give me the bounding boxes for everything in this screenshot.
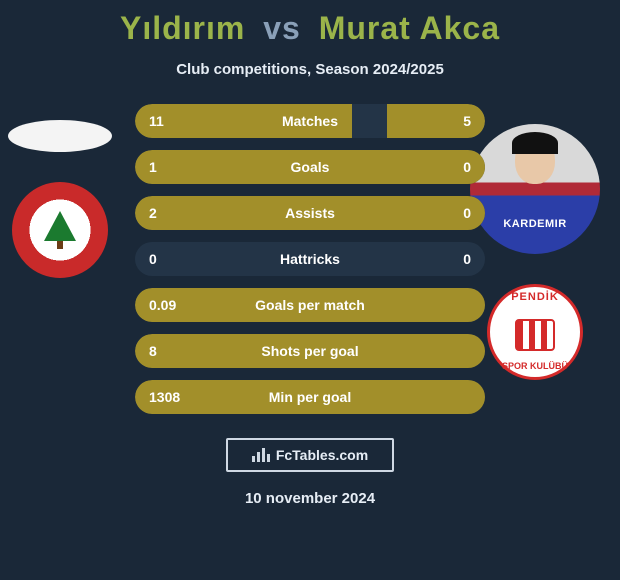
brand-text: FcTables.com: [276, 447, 368, 463]
player1-photo-placeholder: [8, 120, 112, 152]
stat-bar-left: [135, 104, 352, 138]
player2-club-badge: PENDİK SPOR KULÜBÜ: [487, 284, 583, 380]
bars-icon: [252, 448, 270, 462]
tree-trunk-icon: [57, 241, 63, 249]
stat-value-left: 2: [149, 196, 157, 230]
stats-list: 115Matches10Goals20Assists00Hattricks0.0…: [135, 104, 485, 414]
stat-bar-left: [135, 196, 485, 230]
stat-bar-left: [135, 150, 485, 184]
stat-value-right: 0: [463, 242, 471, 276]
player1-club-badge: [12, 182, 108, 278]
stat-row: 1308Min per goal: [135, 380, 485, 414]
club2-name-bottom: SPOR KULÜBÜ: [502, 361, 568, 371]
player2-photo: KARDEMIR: [470, 124, 600, 254]
right-column: KARDEMIR PENDİK SPOR KULÜBÜ: [470, 124, 600, 380]
stat-row: 0.09Goals per match: [135, 288, 485, 322]
title-vs: vs: [263, 10, 301, 46]
stat-value-right: 0: [463, 150, 471, 184]
date-text: 10 november 2024: [0, 490, 620, 507]
title-player1: Yıldırım: [120, 10, 245, 46]
stat-bar-left: [135, 334, 485, 368]
left-column: [8, 120, 112, 278]
stat-value-left: 0: [149, 242, 157, 276]
stat-row: 0 0Hattricks: [135, 242, 485, 276]
subtitle: Club competitions, Season 2024/2025: [0, 61, 620, 78]
stripes-icon: [515, 319, 555, 351]
stat-value-left: 8: [149, 334, 157, 368]
tree-icon: [44, 211, 76, 241]
stat-label: Hattricks: [135, 242, 485, 276]
stat-value-left: 0.09: [149, 288, 176, 322]
stat-value-left: 1308: [149, 380, 180, 414]
stat-value-left: 1: [149, 150, 157, 184]
page-title: Yıldırım vs Murat Akca: [0, 0, 620, 47]
title-player2: Murat Akca: [319, 10, 500, 46]
stat-bar-left: [135, 380, 485, 414]
stat-bar-left: [135, 288, 485, 322]
stat-row: 20Assists: [135, 196, 485, 230]
stat-row: 8Shots per goal: [135, 334, 485, 368]
stat-row: 10Goals: [135, 150, 485, 184]
stat-value-right: 0: [463, 196, 471, 230]
brand-footer: FcTables.com: [226, 438, 394, 472]
stat-row: 115Matches: [135, 104, 485, 138]
club2-name-top: PENDİK: [511, 291, 559, 303]
stat-value-left: 11: [149, 104, 164, 138]
player2-kit-text: KARDEMIR: [470, 218, 600, 230]
stat-value-right: 5: [463, 104, 471, 138]
